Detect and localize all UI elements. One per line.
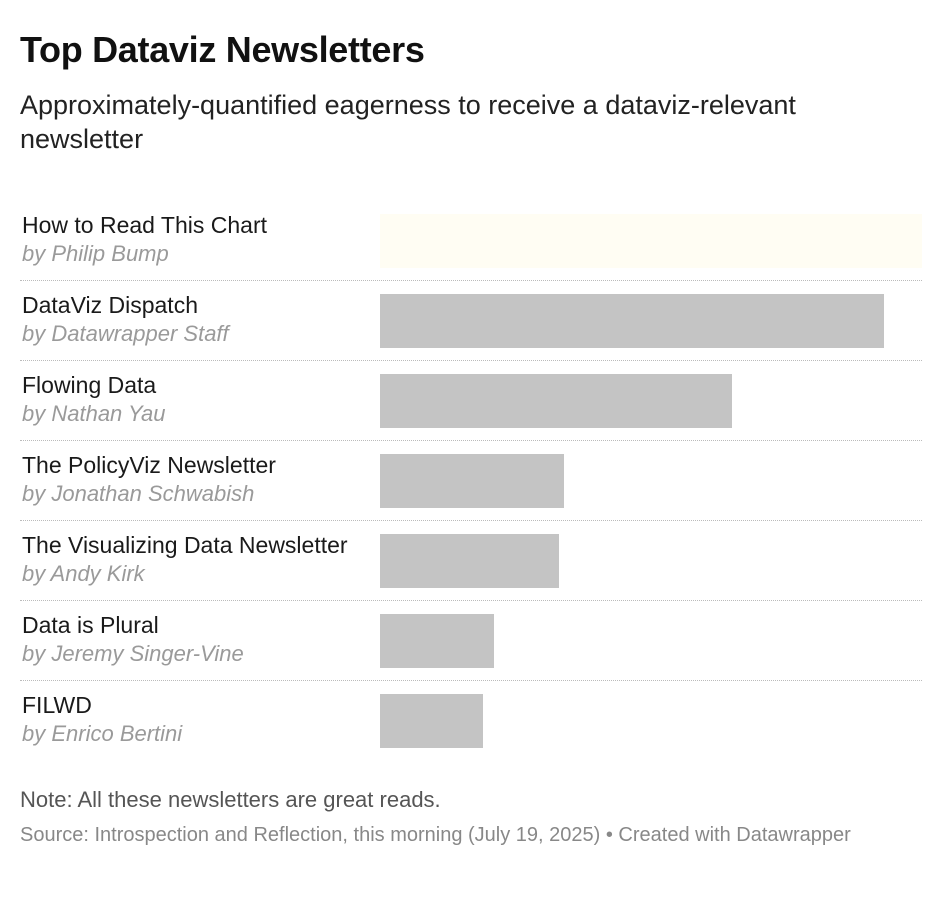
category-label: The Visualizing Data Newsletter [22,532,348,558]
chart-title: Top Dataviz Newsletters [20,29,425,70]
chart-note: Note: All these newsletters are great re… [20,787,441,812]
bar [380,614,494,668]
bar [380,534,559,588]
chart-row: How to Read This Chart by Philip Bump [20,202,922,282]
row-divider [20,520,922,521]
row-divider [20,280,922,281]
chart-row: The Visualizing Data Newsletter by Andy K… [20,522,922,602]
row-divider [20,440,922,441]
bar [380,374,732,428]
author-label: by Datawrapper Staff [22,321,229,346]
chart-row: The PolicyViz Newsletter by Jonathan Schw… [20,442,922,522]
row-divider [20,600,922,601]
bar [380,294,884,348]
row-divider [20,680,922,681]
author-label: by Jonathan Schwabish [22,481,255,506]
author-label: by Andy Kirk [22,561,145,586]
category-label: Data is Plural [22,612,159,638]
bar [380,694,483,748]
author-label: by Jeremy Singer-Vine [22,641,244,666]
category-label: The PolicyViz Newsletter [22,452,276,478]
author-label: by Enrico Bertini [22,721,183,746]
author-label: by Nathan Yau [22,401,166,426]
category-label: Flowing Data [22,372,157,398]
chart-row: FILWD by Enrico Bertini [20,682,922,762]
chart-row: Flowing Data by Nathan Yau [20,362,922,442]
row-divider [20,360,922,361]
bar [380,214,922,268]
chart-row: DataViz Dispatch by Datawrapper Staff [20,282,922,362]
author-label: by Philip Bump [22,241,169,266]
bar [380,454,564,508]
chart-subtitle: Approximately-quantified eagerness to re… [20,90,796,154]
category-label: FILWD [22,692,92,718]
category-label: DataViz Dispatch [22,292,198,318]
bar-chart: How to Read This Chart by Philip Bump Data… [20,202,922,762]
chart-source: Source: Introspection and Reflection, th… [20,824,851,846]
category-label: How to Read This Chart [22,212,268,238]
chart-row: Data is Plural by Jeremy Singer-Vine [20,602,922,682]
